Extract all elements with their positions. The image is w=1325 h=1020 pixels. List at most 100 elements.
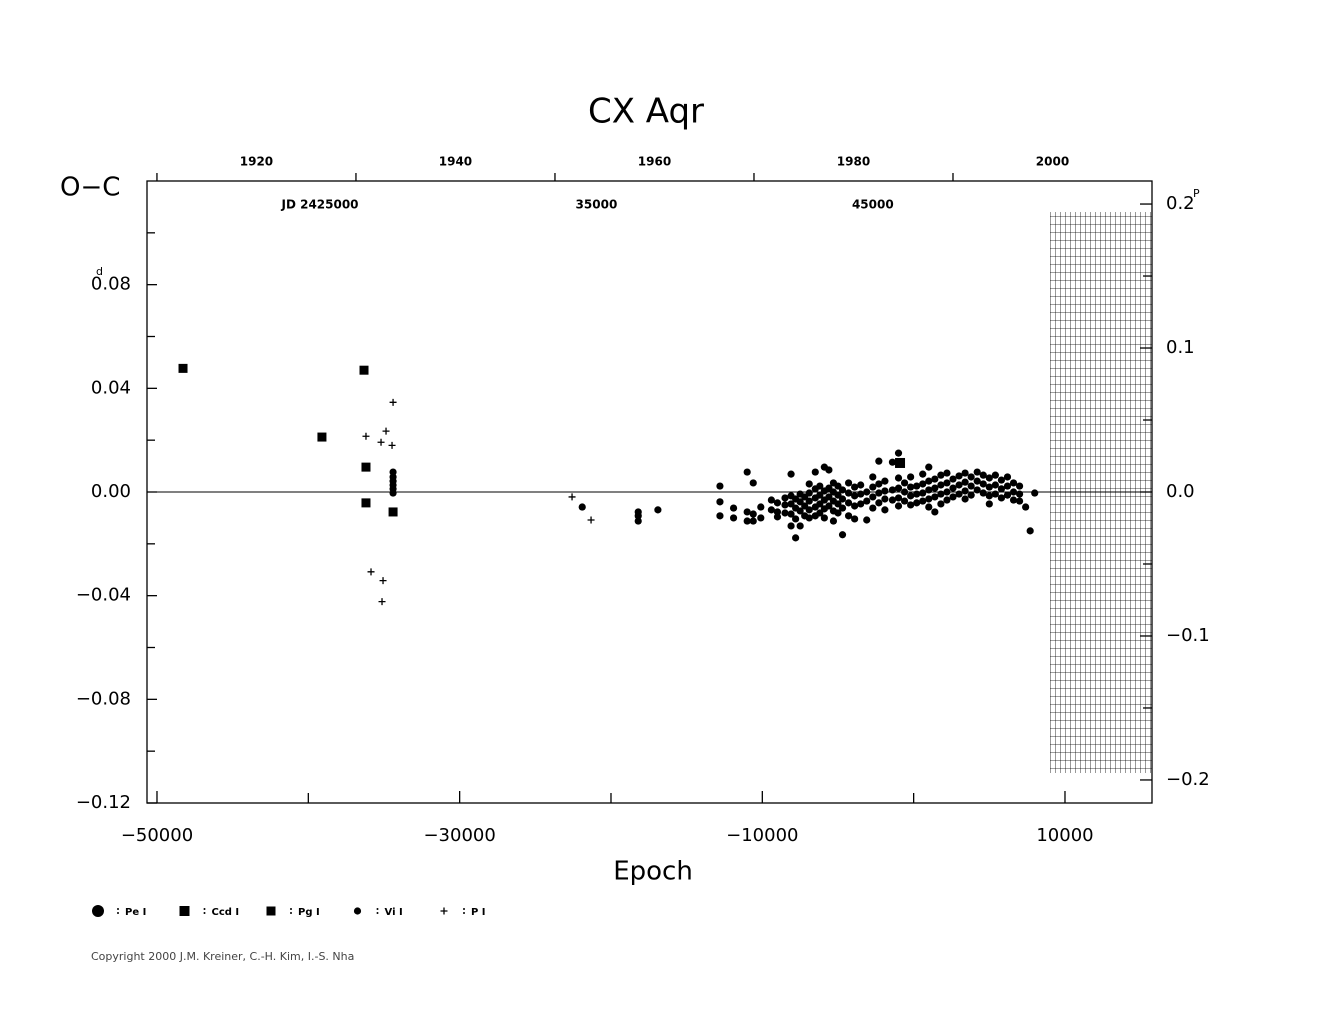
marker-dot bbox=[869, 493, 877, 501]
marker-dot bbox=[773, 499, 782, 507]
legend-colon bbox=[290, 908, 292, 910]
marker-dot bbox=[888, 486, 897, 494]
marker-dot bbox=[1015, 490, 1024, 498]
marker-dot bbox=[894, 494, 903, 502]
marker-plus bbox=[388, 441, 396, 449]
legend-colon bbox=[376, 912, 379, 914]
marker-dot bbox=[805, 514, 813, 522]
marker-square bbox=[178, 363, 188, 373]
marker-dot bbox=[931, 475, 939, 483]
marker-circle bbox=[92, 905, 104, 917]
marker-dot bbox=[844, 489, 853, 497]
legend-colon bbox=[463, 908, 465, 910]
marker-dot bbox=[353, 907, 362, 915]
marker-dot bbox=[967, 473, 975, 481]
legend-label: Ccd I bbox=[212, 907, 240, 918]
marker-dot bbox=[578, 503, 586, 511]
marker-dot bbox=[943, 496, 951, 504]
marker-dot bbox=[1015, 497, 1024, 505]
marker-plus bbox=[382, 427, 390, 435]
marker-plus bbox=[440, 907, 448, 915]
marker-dot bbox=[875, 489, 883, 497]
y-tick-label: 0.08 bbox=[91, 274, 131, 295]
marker-dot bbox=[816, 491, 824, 499]
marker-dot bbox=[931, 508, 939, 516]
y-tick-label: 0.04 bbox=[91, 377, 131, 398]
marker-dot bbox=[1026, 527, 1034, 535]
marker-dot bbox=[857, 500, 865, 508]
marker-dot bbox=[816, 509, 824, 517]
marker-dot bbox=[654, 506, 662, 514]
marker-dot bbox=[743, 517, 751, 525]
marker-dot bbox=[937, 481, 945, 489]
marker-dot bbox=[961, 487, 969, 495]
marker-square bbox=[317, 432, 327, 442]
legend-colon bbox=[203, 908, 206, 910]
marker-dot bbox=[838, 504, 847, 512]
marker-dot bbox=[955, 490, 963, 498]
marker-dot bbox=[937, 471, 945, 479]
marker-dot bbox=[792, 515, 800, 523]
x2-tick-label: 1980 bbox=[837, 155, 870, 169]
legend-label: P I bbox=[471, 907, 486, 918]
legend-colon bbox=[290, 912, 292, 914]
legend-colon bbox=[203, 912, 206, 914]
marker-dot bbox=[919, 470, 927, 478]
marker-dot bbox=[805, 497, 813, 505]
marker-dot bbox=[967, 482, 975, 490]
marker-plus bbox=[389, 398, 397, 406]
marker-dot bbox=[943, 488, 951, 496]
marker-dot bbox=[907, 492, 915, 500]
marker-dot bbox=[805, 506, 813, 514]
marker-dot bbox=[1003, 482, 1012, 490]
marker-dot bbox=[757, 503, 765, 511]
marker-dot bbox=[757, 514, 765, 522]
marker-dot bbox=[863, 497, 871, 505]
marker-dot bbox=[937, 490, 945, 498]
marker-plus bbox=[377, 438, 385, 446]
y2-tick-label: 0.1 bbox=[1166, 337, 1195, 358]
marker-dot bbox=[913, 499, 921, 507]
marker-dot bbox=[894, 449, 903, 457]
marker-dot bbox=[919, 480, 927, 488]
marker-dot bbox=[729, 514, 738, 522]
jd-label: 45000 bbox=[852, 198, 894, 212]
marker-dot bbox=[991, 481, 999, 489]
marker-plus bbox=[367, 568, 375, 576]
marker-dot bbox=[894, 502, 903, 510]
y-unit: d bbox=[96, 265, 103, 278]
legend-colon bbox=[463, 912, 465, 914]
marker-dot bbox=[773, 513, 782, 521]
marker-dot bbox=[844, 499, 853, 507]
marker-dot bbox=[781, 509, 789, 517]
x-axis-label: Epoch bbox=[613, 857, 693, 887]
marker-dot bbox=[796, 522, 804, 530]
marker-dot bbox=[973, 468, 981, 476]
marker-square bbox=[895, 457, 906, 468]
marker-plus bbox=[378, 598, 386, 606]
legend-label: Vi I bbox=[385, 907, 403, 918]
marker-dot bbox=[875, 499, 883, 507]
marker-dot bbox=[816, 482, 824, 490]
marker-dot bbox=[925, 463, 933, 471]
marker-dot bbox=[925, 503, 933, 511]
marker-dot bbox=[881, 477, 889, 485]
marker-square bbox=[179, 906, 190, 916]
chart-title: CX Aqr bbox=[588, 92, 704, 132]
marker-square bbox=[361, 498, 371, 508]
marker-dot bbox=[961, 495, 969, 503]
legend-label: Pg I bbox=[298, 907, 320, 918]
marker-dot bbox=[937, 500, 945, 508]
marker-dot bbox=[913, 482, 921, 490]
marker-dot bbox=[863, 516, 871, 524]
marker-dot bbox=[796, 498, 804, 506]
y2-tick-label: 0.2 bbox=[1166, 193, 1195, 214]
marker-plus bbox=[587, 516, 595, 524]
x2-tick-label: 1960 bbox=[638, 155, 671, 169]
marker-dot bbox=[389, 468, 397, 476]
marker-dot bbox=[869, 473, 877, 481]
marker-dot bbox=[907, 473, 915, 481]
marker-dot bbox=[967, 491, 975, 499]
